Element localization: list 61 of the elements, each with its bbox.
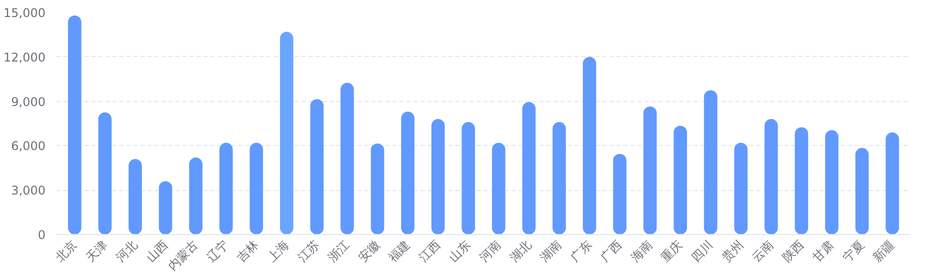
y-tick-label: 0 — [38, 228, 46, 242]
x-tick-label: 广西 — [598, 238, 625, 264]
x-tick-label: 北京 — [52, 238, 80, 264]
bar — [431, 119, 445, 234]
bar — [794, 127, 808, 234]
bar — [643, 106, 657, 234]
x-tick-label: 甘肃 — [810, 238, 837, 264]
bar — [886, 132, 899, 234]
y-tick-label: 15,000 — [4, 6, 46, 20]
x-tick-label: 贵州 — [718, 238, 746, 264]
x-tick-label: 辽宁 — [204, 238, 232, 264]
x-tick-label: 福建 — [386, 238, 413, 264]
bar — [158, 181, 172, 234]
x-tick-label: 河南 — [476, 238, 504, 264]
x-tick-label: 江苏 — [295, 238, 322, 264]
bar — [340, 82, 354, 234]
x-tick-label: 浙江 — [325, 238, 352, 264]
x-tick-label: 吉林 — [234, 238, 262, 264]
x-tick-label: 重庆 — [658, 238, 686, 264]
x-tick-label: 云南 — [749, 238, 776, 264]
bar — [522, 102, 536, 234]
bar — [552, 122, 566, 234]
bar — [128, 159, 142, 234]
bar — [492, 142, 506, 234]
y-tick-label: 3,000 — [11, 184, 46, 198]
bar — [582, 56, 596, 234]
x-tick-label: 安徽 — [356, 238, 382, 264]
bar — [219, 142, 233, 234]
x-tick-label: 新疆 — [870, 238, 898, 264]
x-tick-label: 海南 — [628, 238, 656, 264]
bar — [674, 126, 688, 234]
bar — [98, 112, 112, 234]
x-tick-label: 山西 — [144, 238, 170, 264]
x-tick-label: 湖北 — [507, 238, 534, 264]
y-tick-label: 9,000 — [11, 94, 46, 109]
x-tick-label: 广东 — [568, 238, 594, 264]
bar — [613, 154, 626, 234]
x-tick-label: 河北 — [113, 238, 140, 264]
y-tick-label: 6,000 — [11, 139, 46, 154]
x-tick-label: 陕西 — [780, 238, 806, 264]
bar — [462, 122, 476, 234]
bar — [370, 143, 384, 234]
x-tick-label: 上海 — [264, 238, 292, 264]
y-tick-label: 12,000 — [4, 50, 46, 64]
bar — [250, 142, 264, 234]
bar — [734, 142, 748, 234]
x-tick-label: 宁夏 — [840, 238, 867, 264]
bar — [825, 130, 838, 234]
bar — [68, 15, 82, 234]
bar — [401, 112, 414, 234]
bar — [189, 158, 202, 234]
bar — [704, 90, 718, 234]
x-tick-label: 山东 — [446, 238, 474, 264]
x-tick-label: 江西 — [416, 238, 444, 264]
bar — [764, 119, 778, 234]
bar — [310, 99, 324, 234]
x-tick-label: 湖南 — [537, 238, 564, 264]
bar — [855, 148, 869, 234]
bar — [280, 32, 294, 234]
x-tick-label: 天津 — [83, 238, 110, 264]
x-tick-label: 四川 — [688, 238, 716, 264]
